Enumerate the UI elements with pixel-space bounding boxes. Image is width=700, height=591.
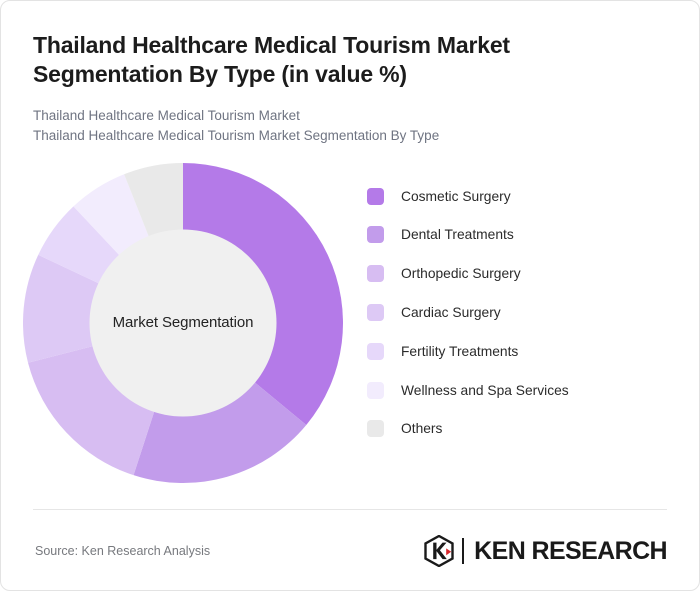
legend-color-swatch	[367, 342, 384, 360]
footer-divider	[33, 509, 667, 510]
legend-item[interactable]: Others	[367, 410, 699, 449]
legend-item-label: Orthopedic Surgery	[401, 266, 521, 282]
subtitle-group: Thailand Healthcare Medical Tourism Mark…	[33, 106, 665, 144]
legend-color-swatch	[367, 265, 384, 283]
logo-wordmark: KEN RESEARCH	[474, 536, 667, 565]
legend-item[interactable]: Dental Treatments	[367, 216, 699, 255]
legend-item[interactable]: Cosmetic Surgery	[367, 177, 699, 216]
legend-item-label: Wellness and Spa Services	[401, 382, 569, 398]
legend-item[interactable]: Cardiac Surgery	[367, 293, 699, 332]
legend-color-swatch	[367, 304, 384, 321]
page-title: Thailand Healthcare Medical Tourism Mark…	[33, 32, 510, 88]
legend-item[interactable]: Orthopedic Surgery	[367, 254, 699, 293]
legend-item-label: Cosmetic Surgery	[401, 188, 511, 204]
chart-legend: Cosmetic Surgery Dental Treatments Orthope…	[361, 163, 699, 449]
card-footer: Source: Ken Research Analysis KEN RESEAR…	[1, 521, 699, 581]
card-header: Thailand Healthcare Medical Tourism Mark…	[1, 1, 699, 145]
legend-item-label: Fertility Treatments	[401, 343, 519, 359]
donut-center-disc	[89, 229, 277, 417]
donut-chart: Market Segmentation	[1, 162, 361, 493]
legend-item[interactable]: Wellness and Spa Services	[367, 371, 699, 410]
legend-item[interactable]: Fertility Treatments	[367, 332, 699, 371]
legend-color-swatch	[367, 226, 384, 244]
subtitle-line-2: Thailand Healthcare Medical Tourism Mark…	[33, 127, 440, 143]
legend-color-swatch	[367, 381, 384, 399]
legend-item-label: Dental Treatments	[401, 227, 514, 243]
legend-item-label: Cardiac Surgery	[401, 305, 501, 320]
logo-divider	[462, 538, 465, 564]
legend-item-label: Others	[401, 421, 443, 437]
legend-color-swatch	[367, 187, 384, 205]
subtitle-line-1: Thailand Healthcare Medical Tourism Mark…	[33, 108, 300, 124]
chart-body: Market Segmentation Cosmetic Surgery Dent…	[1, 145, 699, 483]
ken-research-hexagon-k-logo-icon	[424, 535, 454, 567]
donut-chart-svg	[23, 162, 343, 483]
source-note: Source: Ken Research Analysis	[35, 544, 211, 558]
legend-color-swatch	[367, 420, 384, 438]
brand-logo: KEN RESEARCH	[424, 535, 668, 567]
